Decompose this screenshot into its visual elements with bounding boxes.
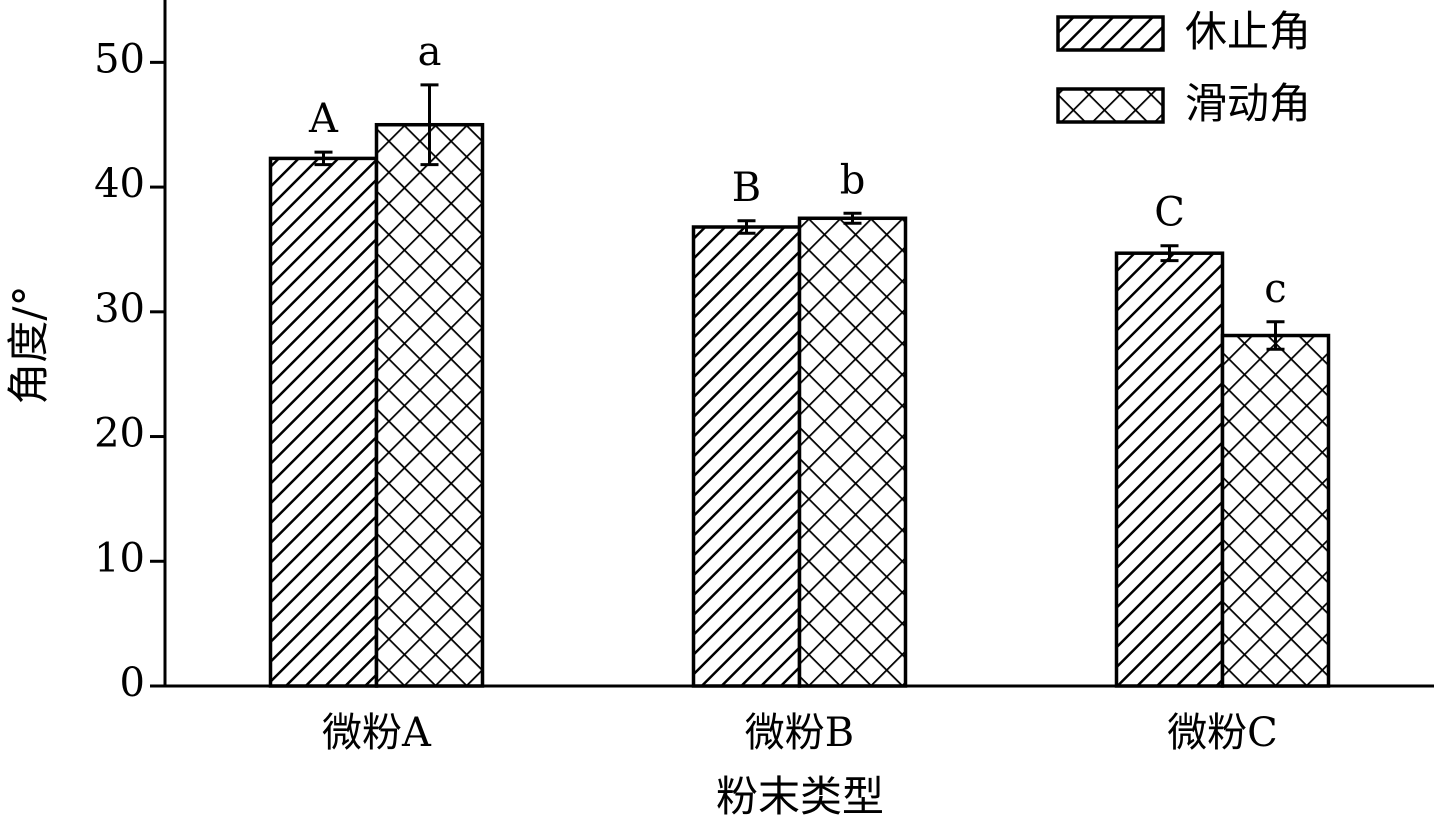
error-bar (737, 219, 756, 235)
bar (1114, 251, 1225, 688)
significance-label: C (1154, 190, 1185, 236)
legend-label: 滑动角 (1185, 79, 1311, 128)
significance-label: B (732, 165, 761, 211)
error-bar (843, 211, 862, 225)
bar (1220, 333, 1331, 688)
y-tick-label: 40 (94, 161, 145, 207)
legend-swatch (1056, 15, 1165, 52)
x-tick-label: 微粉B (745, 710, 854, 756)
bar (691, 225, 802, 688)
x-tick-label: 微粉C (1167, 710, 1278, 756)
legend-swatch (1056, 87, 1165, 124)
error-bar (1160, 244, 1179, 263)
significance-label: A (308, 96, 339, 142)
x-tick-label: 微粉A (322, 710, 432, 756)
significance-label: c (1264, 266, 1286, 312)
error-bar (314, 150, 333, 167)
bar (374, 122, 485, 688)
bar (797, 216, 908, 688)
significance-label: a (418, 29, 442, 75)
y-tick-label: 20 (94, 411, 145, 457)
y-axis-title: 角度/° (4, 285, 53, 404)
y-tick-label: 50 (94, 36, 145, 82)
error-bar (1266, 320, 1285, 351)
error-bar (420, 83, 439, 167)
significance-label: b (840, 157, 866, 203)
legend-label: 休止角 (1185, 7, 1311, 56)
y-tick-label: 10 (94, 535, 145, 581)
y-tick-label: 0 (120, 660, 145, 706)
x-axis-title: 粉末类型 (716, 772, 884, 821)
y-tick-label: 30 (94, 286, 145, 332)
bar (268, 156, 379, 688)
